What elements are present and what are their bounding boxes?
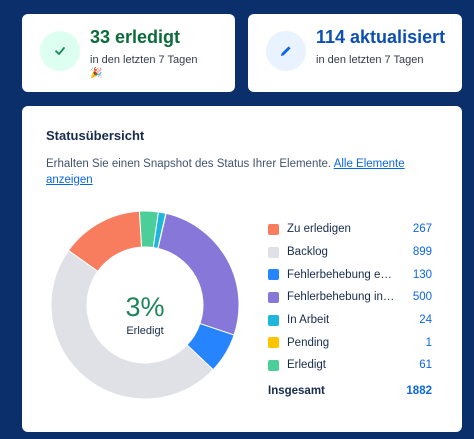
legend-label: In Arbeit [287, 314, 330, 327]
donut-slice[interactable] [157, 212, 240, 336]
updated-period: in den letzten 7 Tagen [316, 54, 424, 66]
center-percent: 3% [125, 292, 164, 322]
legend-item[interactable]: Fehlerbehebung int… 500 [268, 286, 432, 309]
status-donut-chart: 3% Erledigt [50, 210, 240, 400]
legend-swatch [268, 359, 279, 371]
total-label: Insgesamt [268, 385, 325, 398]
status-description: Erhalten Sie einen Snapshot des Status I… [46, 156, 426, 188]
legend-item[interactable]: Erledigt 61 [268, 354, 432, 377]
status-title: Statusübersicht [46, 128, 145, 143]
legend-swatch [268, 337, 279, 349]
legend-label: Fehlerbehebung ext… [287, 268, 396, 281]
legend-swatch [268, 269, 279, 281]
legend-swatch [268, 223, 279, 235]
legend-value[interactable]: 61 [419, 359, 432, 372]
legend-label: Pending [287, 336, 330, 349]
legend-value[interactable]: 1 [425, 336, 432, 349]
done-count: 33 erledigt [90, 27, 181, 47]
done-summary-card: 33 erledigt in den letzten 7 Tagen 🎉 [22, 14, 235, 92]
check-icon [40, 31, 80, 71]
donut-slice[interactable] [50, 249, 214, 400]
legend-value[interactable]: 267 [412, 223, 432, 236]
legend-item[interactable]: Zu erledigen 267 [268, 218, 432, 241]
donut-slice[interactable] [67, 210, 143, 273]
legend-swatch [268, 314, 279, 326]
done-period: in den letzten 7 Tagen [90, 54, 198, 66]
center-label: Erledigt [126, 325, 163, 337]
legend-value[interactable]: 24 [419, 314, 432, 327]
legend-item[interactable]: Fehlerbehebung ext… 130 [268, 263, 432, 286]
status-overview-card: Statusübersicht Erhalten Sie einen Snaps… [22, 106, 462, 432]
status-legend: Zu erledigen 267 Backlog 899 Fehlerbehebung … [268, 218, 432, 403]
legend-label: Erledigt [287, 359, 326, 372]
legend-swatch [268, 246, 279, 258]
total-value: 1882 [406, 385, 432, 398]
legend-label: Zu erledigen [287, 223, 351, 236]
legend-value[interactable]: 500 [412, 291, 432, 304]
legend-value[interactable]: 130 [412, 268, 432, 281]
legend-item[interactable]: Pending 1 [268, 331, 432, 354]
status-description-text: Erhalten Sie einen Snapshot des Status I… [46, 158, 332, 170]
legend-label: Fehlerbehebung int… [287, 291, 396, 304]
legend-value[interactable]: 899 [412, 246, 432, 259]
pencil-icon [266, 31, 306, 71]
updated-count: 114 aktualisiert [316, 27, 446, 47]
view-all-items-link[interactable]: Alle Elemente anzeigen [46, 158, 405, 186]
party-icon: 🎉 [90, 68, 103, 79]
legend-item[interactable]: Backlog 899 [268, 241, 432, 264]
legend-item[interactable]: In Arbeit 24 [268, 309, 432, 332]
legend-swatch [268, 291, 279, 303]
updated-summary-card: 114 aktualisiert in den letzten 7 Tagen [248, 14, 462, 92]
legend-total-row: Insgesamt 1882 [268, 380, 432, 403]
legend-label: Backlog [287, 246, 328, 259]
